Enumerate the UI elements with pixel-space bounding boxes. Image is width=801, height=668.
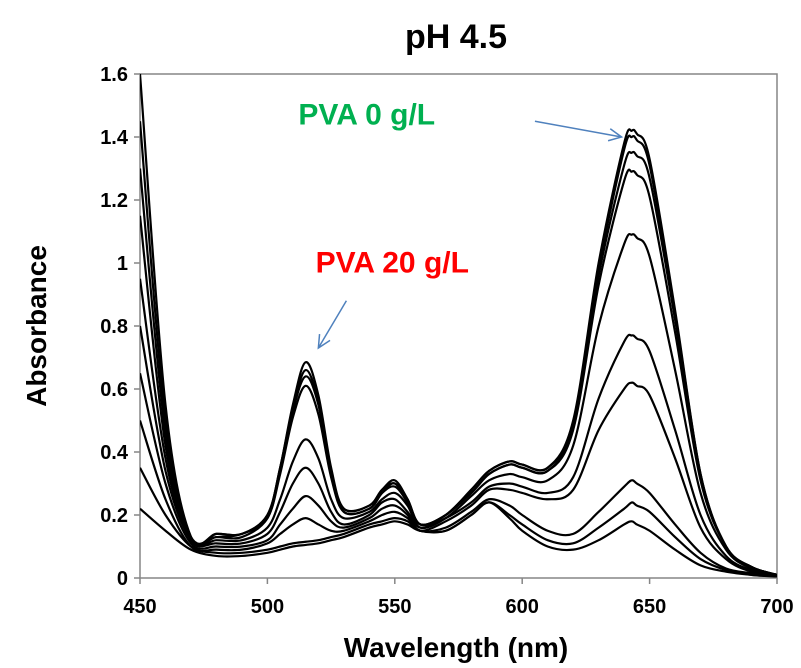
x-axis-label: Wavelength (nm)	[344, 632, 569, 663]
y-tick-label: 0.4	[100, 442, 129, 464]
spectra-series	[140, 73, 777, 578]
spectrum-line	[140, 325, 777, 576]
annotation-arrowhead	[317, 334, 331, 350]
spectrum-line	[140, 467, 777, 578]
annotation-label: PVA 20 g/L	[316, 246, 469, 279]
x-tick-label: 700	[760, 596, 793, 618]
annotation-arrow	[317, 300, 348, 349]
y-axis-label: Absorbance	[21, 245, 52, 407]
spectrum-line	[140, 501, 777, 578]
x-tick-label: 550	[378, 596, 411, 618]
y-axis: 0 0.2 0.4 0.6 0.8 1 1.2 1.4 1.6	[100, 64, 140, 590]
y-tick-label: 0.8	[100, 316, 128, 338]
spectrum-line	[140, 73, 777, 576]
annotation-label: PVA 0 g/L	[298, 98, 435, 131]
x-axis: 450 500 550 600 650 700	[123, 578, 794, 618]
x-tick-label: 600	[506, 596, 539, 618]
spectrum-line	[140, 373, 777, 576]
y-tick-label: 1.4	[100, 127, 129, 149]
annotations: PVA 0 g/L PVA 20 g/L	[298, 98, 624, 350]
y-tick-label: 1.6	[100, 64, 128, 86]
x-tick-label: 450	[123, 596, 156, 618]
x-tick-label: 500	[251, 596, 284, 618]
x-tick-label: 650	[633, 596, 666, 618]
y-tick-label: 1	[117, 253, 128, 275]
y-tick-label: 0.2	[100, 505, 128, 527]
y-tick-label: 1.2	[100, 190, 128, 212]
annotation-arrow	[534, 120, 622, 138]
y-tick-label: 0	[117, 568, 128, 590]
y-tick-label: 0.6	[100, 379, 128, 401]
chart-title: pH 4.5	[405, 18, 507, 56]
spectrum-line	[140, 168, 777, 576]
annotation-arrowhead	[607, 128, 624, 142]
